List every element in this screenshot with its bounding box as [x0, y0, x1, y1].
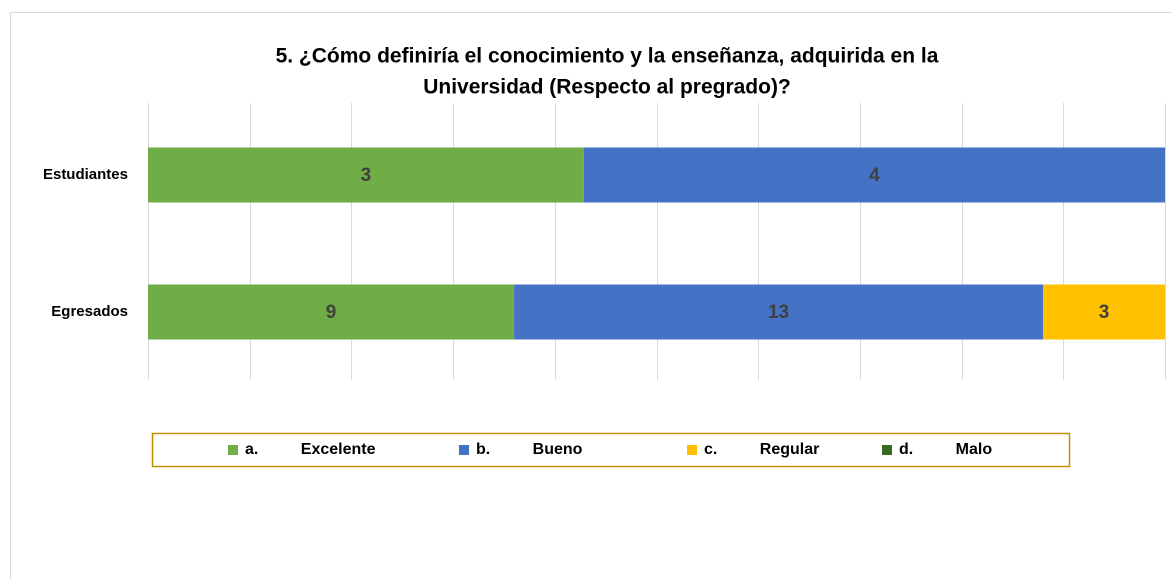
- y-tick-label: Egresados: [51, 303, 128, 320]
- legend-box: [151, 432, 1071, 468]
- data-label: 13: [768, 302, 789, 323]
- legend-label: c. Regular: [704, 441, 819, 458]
- legend-swatch: [882, 445, 892, 455]
- y-tick-label: Estudiantes: [43, 166, 128, 183]
- data-label: 3: [361, 165, 372, 186]
- legend-label: a. Excelente: [245, 441, 376, 458]
- bar-segment: [148, 284, 515, 340]
- legend-label: b. Bueno: [476, 441, 583, 458]
- bar-segment: [583, 147, 1165, 203]
- bar-segment: [1042, 284, 1165, 340]
- bar-segment: [148, 147, 584, 203]
- data-label: 3: [1099, 302, 1110, 323]
- data-label: 9: [326, 302, 337, 323]
- legend-swatch: [687, 445, 697, 455]
- data-label: 4: [869, 165, 880, 186]
- chart-title: 5. ¿Cómo definiría el conocimiento y la …: [276, 45, 939, 68]
- legend-label: d. Malo: [899, 441, 992, 458]
- legend-swatch: [459, 445, 469, 455]
- bar-segment: [514, 284, 1043, 340]
- legend-swatch: [228, 445, 238, 455]
- chart-title: Universidad (Respecto al pregrado)?: [423, 76, 791, 99]
